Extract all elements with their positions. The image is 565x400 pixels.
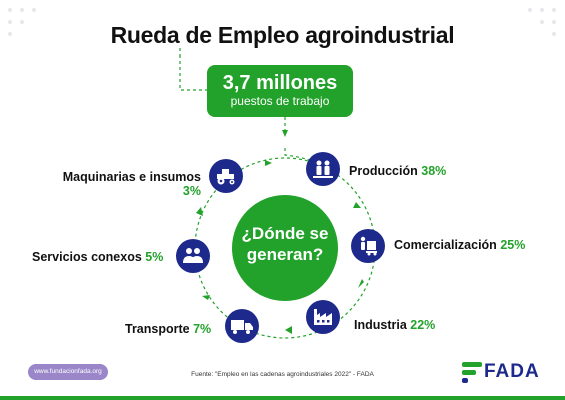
page-title: Rueda de Empleo agroindustrial: [110, 22, 455, 48]
sector-name: Producción: [349, 164, 418, 178]
sector-name: Comercialización: [394, 238, 497, 252]
sector-pct: 5%: [145, 250, 164, 264]
farmers-icon: [306, 152, 340, 186]
headline-box: 3,7 millones puestos de trabajo: [207, 65, 353, 117]
sector-name: Transporte: [125, 322, 190, 336]
bottom-accent-bar: [0, 396, 565, 400]
fada-logo-icon: [462, 362, 482, 383]
tractor-icon: [209, 159, 243, 193]
sector-pct: 7%: [193, 322, 212, 336]
source-note: Fuente: "Empleo en las cadenas agroindus…: [191, 371, 374, 378]
sector-name: Maquinarias e insumos: [62, 170, 201, 184]
label-industria: Industria 22%: [354, 318, 435, 332]
sector-name: Servicios conexos: [32, 250, 142, 264]
label-servicios-conexos: Servicios conexos 5%: [32, 250, 163, 264]
truck-icon: [225, 309, 259, 343]
label-transporte: Transporte 7%: [125, 322, 211, 336]
sector-pct: 22%: [410, 318, 436, 332]
factory-icon: [306, 300, 340, 334]
people-icon: [176, 239, 210, 273]
fada-logo: FADA: [484, 361, 540, 382]
website-link[interactable]: www.fundacionfada.org: [28, 364, 108, 380]
hand-truck-icon: [351, 229, 385, 263]
hub-line-2: generan?: [246, 245, 324, 264]
center-hub: ¿Dónde se generan?: [232, 195, 338, 301]
label-maquinarias: Maquinarias e insumos 3%: [51, 170, 201, 198]
label-produccion: Producción 38%: [349, 164, 446, 178]
headline-value: 3,7 millones: [222, 72, 338, 94]
sector-pct: 38%: [421, 164, 447, 178]
label-comercializacion: Comercialización 25%: [394, 238, 525, 252]
sector-pct: 25%: [500, 238, 526, 252]
sector-name: Industria: [354, 318, 407, 332]
headline-subtitle: puestos de trabajo: [230, 94, 330, 108]
hub-line-1: ¿Dónde se: [241, 224, 329, 243]
sector-pct: 3%: [182, 184, 201, 198]
